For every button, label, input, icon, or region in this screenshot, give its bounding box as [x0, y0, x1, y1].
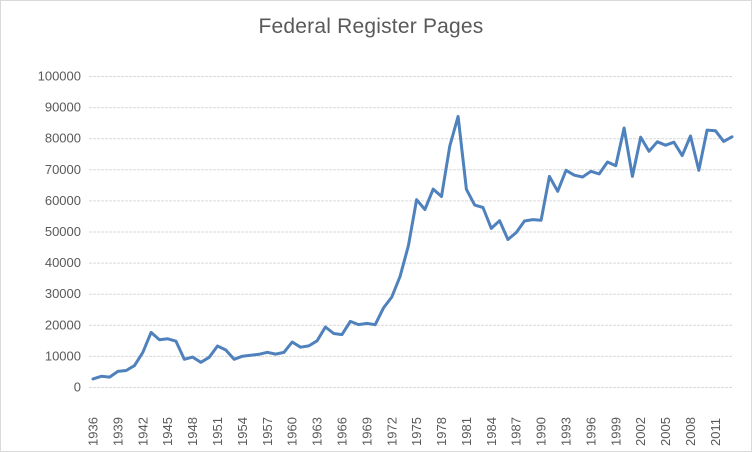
x-tick-label: 1984 [484, 417, 499, 446]
x-tick-label: 1963 [310, 417, 325, 446]
y-tick-label: 10000 [45, 348, 81, 363]
x-tick-label: 1939 [110, 417, 125, 446]
x-tick-label: 1948 [185, 417, 200, 446]
x-tick-label: 1987 [509, 417, 524, 446]
x-tick-label: 1954 [235, 417, 250, 446]
y-tick-label: 30000 [45, 286, 81, 301]
x-tick-label: 1990 [534, 417, 549, 446]
y-tick-label: 90000 [45, 100, 81, 115]
x-tick-label: 1936 [86, 417, 101, 446]
y-tick-label: 80000 [45, 131, 81, 146]
x-tick-label: 1969 [359, 417, 374, 446]
x-tick-label: 2002 [633, 417, 648, 446]
x-tick-label: 1951 [210, 417, 225, 446]
chart-title: Federal Register Pages [258, 15, 484, 38]
y-tick-label: 60000 [45, 193, 81, 208]
y-tick-label: 100000 [38, 69, 81, 84]
y-tick-label: 40000 [45, 255, 81, 270]
y-tick-label: 50000 [45, 224, 81, 239]
x-tick-label: 1966 [334, 417, 349, 446]
x-tick-label: 1996 [583, 417, 598, 446]
x-tick-label: 1978 [434, 417, 449, 446]
x-tick-label: 1975 [409, 417, 424, 446]
x-tick-label: 2008 [683, 417, 698, 446]
x-tick-label: 2005 [658, 417, 673, 446]
x-tick-label: 1993 [559, 417, 574, 446]
x-tick-label: 1999 [608, 417, 623, 446]
x-tick-label: 1972 [384, 417, 399, 446]
x-tick-label: 1957 [260, 417, 275, 446]
data-series-line [91, 114, 734, 381]
x-tick-label: 1981 [459, 417, 474, 446]
y-tick-label: 20000 [45, 317, 81, 332]
x-tick-label: 1945 [160, 417, 175, 446]
x-tick-label: 2011 [708, 418, 723, 446]
x-tick-label: 1960 [285, 417, 300, 446]
y-tick-label: 70000 [45, 162, 81, 177]
x-tick-label: 1942 [135, 417, 150, 446]
y-tick-label: 0 [74, 380, 81, 395]
